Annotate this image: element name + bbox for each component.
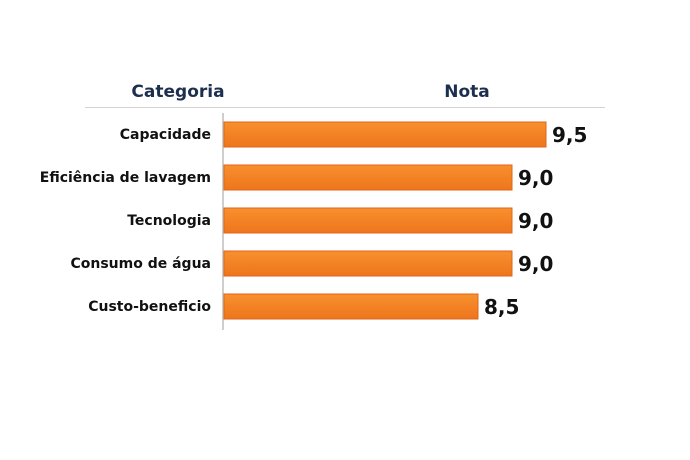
category-label: Capacidade xyxy=(120,127,211,143)
bar xyxy=(223,164,513,191)
bar xyxy=(223,207,513,234)
value-label: 9,0 xyxy=(518,166,553,190)
value-label: 9,5 xyxy=(552,123,587,147)
value-label: 9,0 xyxy=(518,209,553,233)
category-label: Custo-beneficio xyxy=(88,299,211,315)
category-label: Eficiência de lavagem xyxy=(40,170,211,186)
category-label: Tecnologia xyxy=(127,213,211,229)
column-header-nota: Nota xyxy=(444,82,490,102)
bar xyxy=(223,293,479,320)
bar xyxy=(223,121,547,148)
value-label: 9,0 xyxy=(518,252,553,276)
category-label: Consumo de água xyxy=(70,256,211,272)
bar xyxy=(223,250,513,277)
value-label: 8,5 xyxy=(484,295,519,319)
header-divider xyxy=(85,107,605,108)
column-header-categoria: Categoria xyxy=(131,82,225,102)
